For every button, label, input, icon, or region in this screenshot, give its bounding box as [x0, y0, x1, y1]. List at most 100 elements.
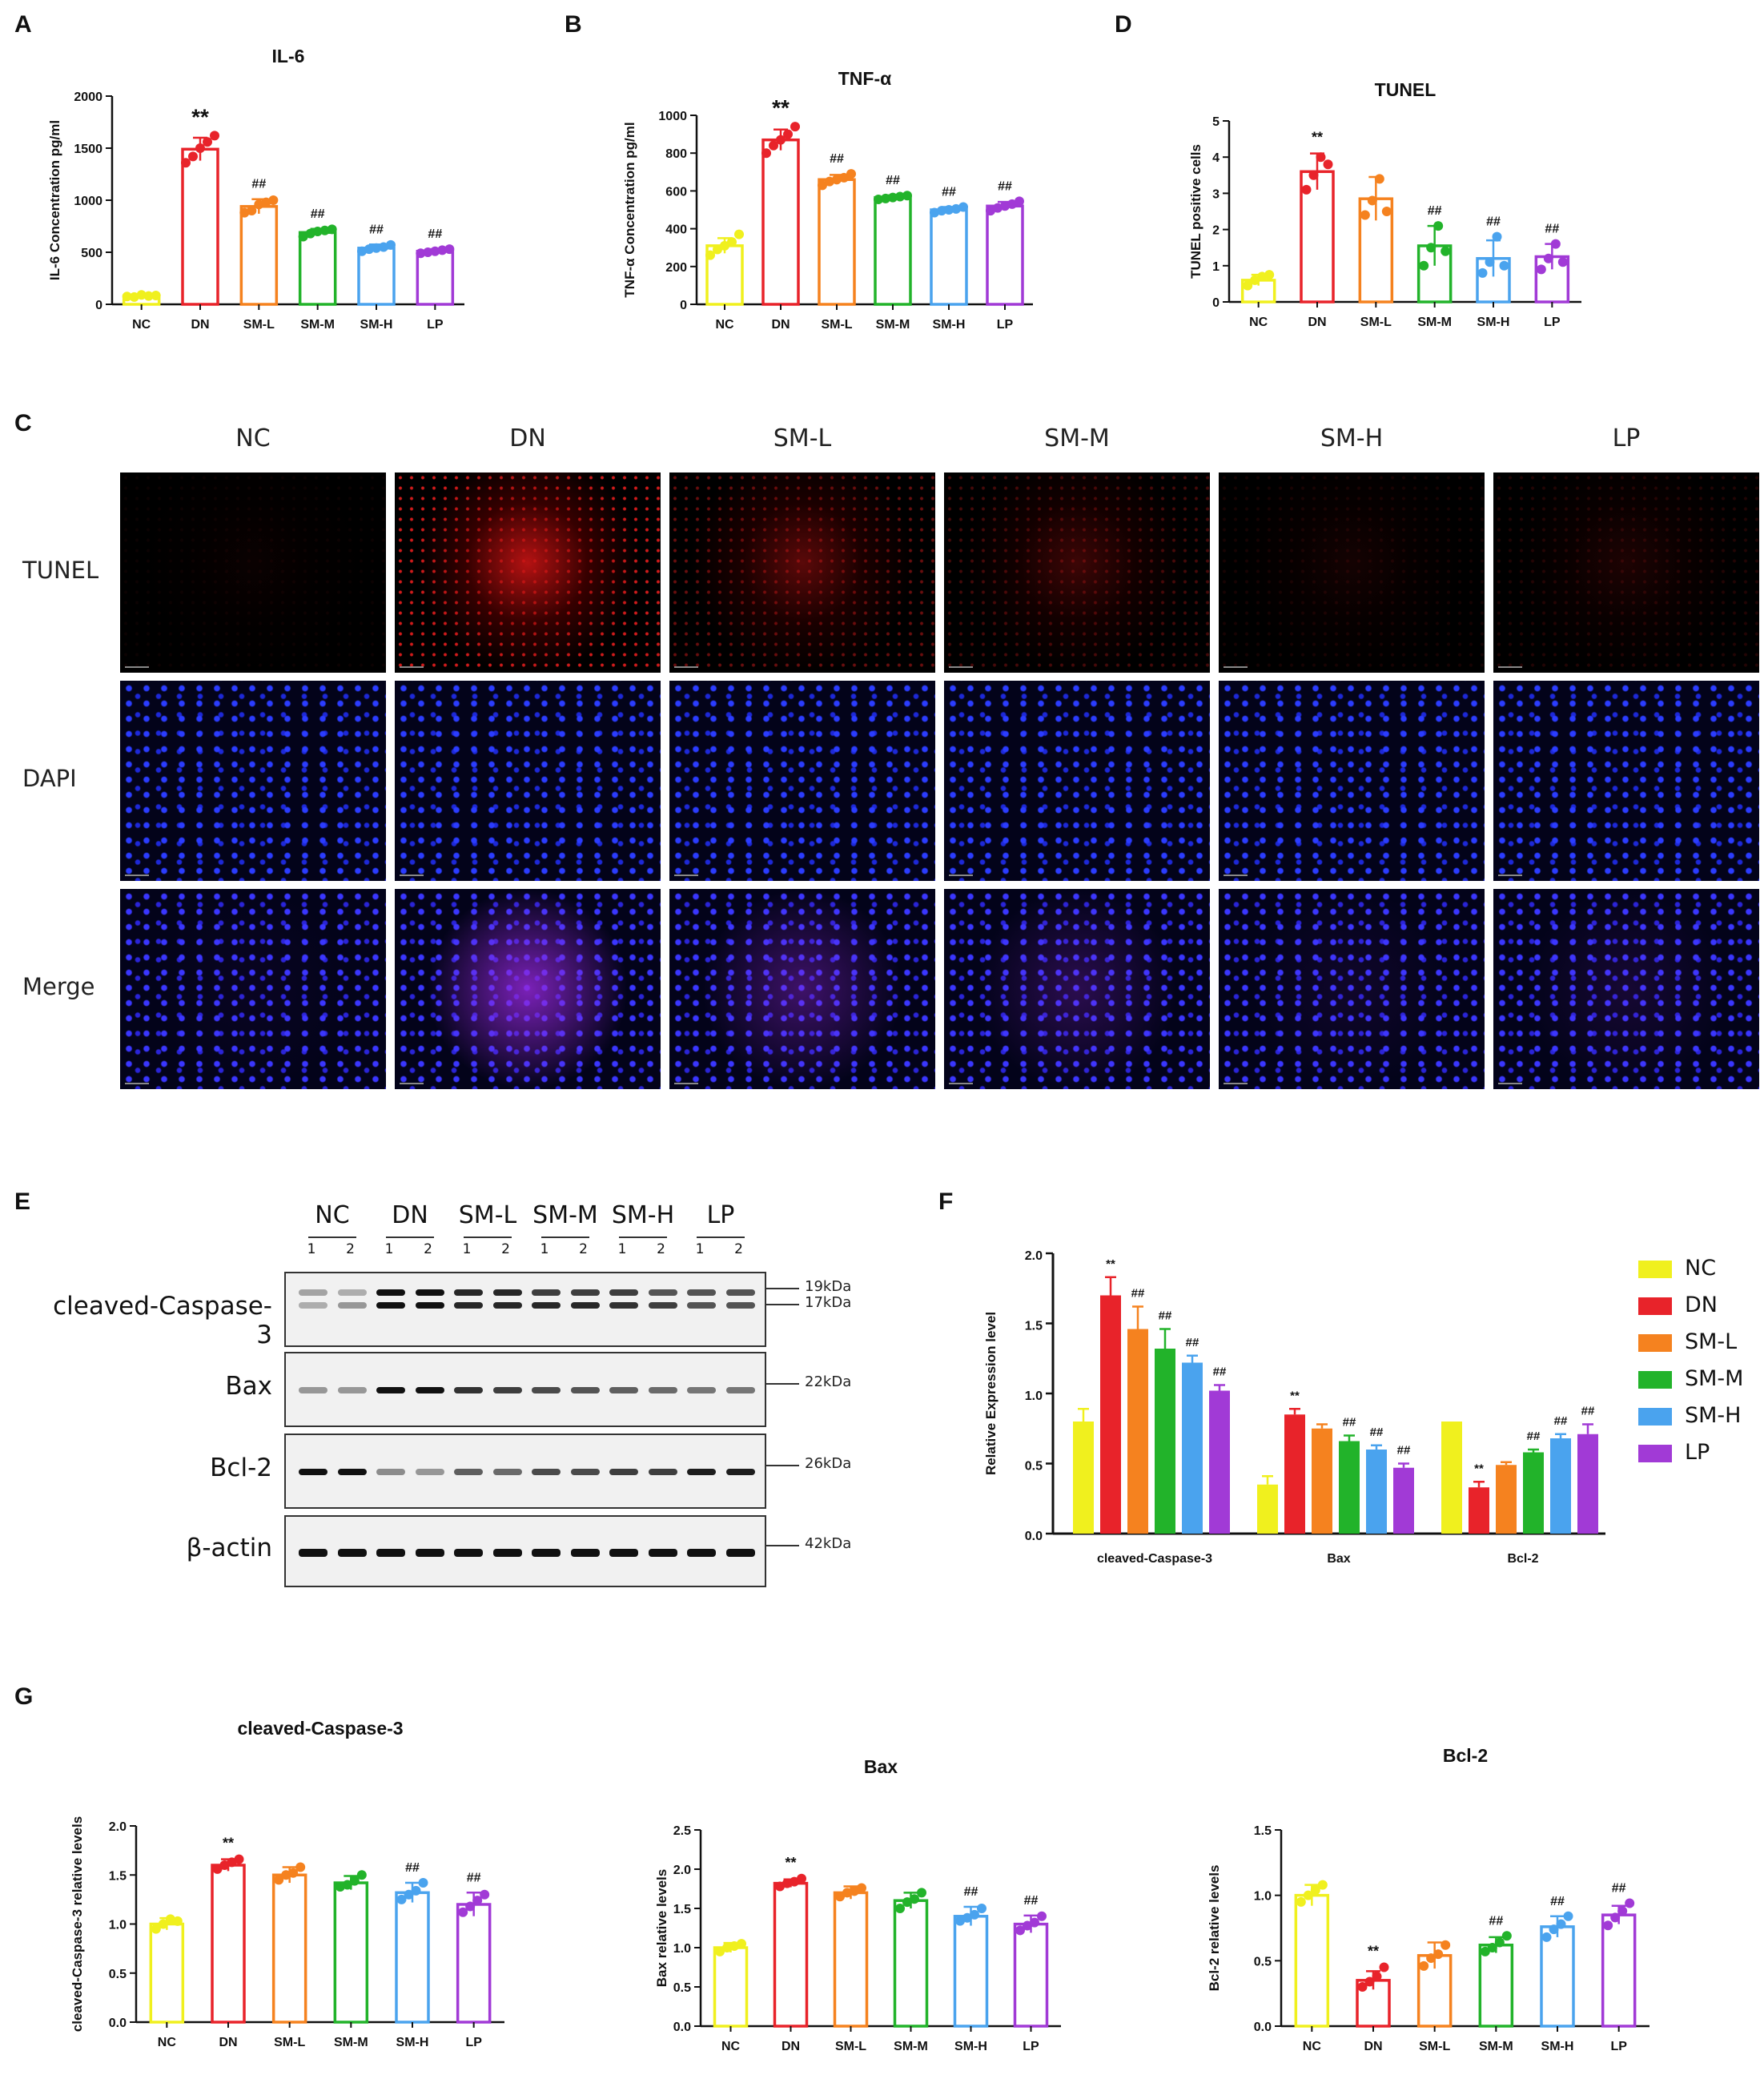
micrograph-tunel-lp	[1493, 472, 1759, 673]
x-tick-label: SM-M	[1479, 2040, 1513, 2053]
bar-sm-h	[1182, 1362, 1203, 1534]
protein-band	[337, 1289, 367, 1296]
lane-number: 1	[695, 1241, 705, 1257]
panel-letter-c: C	[14, 410, 32, 436]
data-point	[1364, 1976, 1375, 1987]
data-point	[274, 1875, 284, 1885]
lane-number: 2	[501, 1241, 510, 1257]
bar-lp	[1601, 1913, 1637, 2028]
data-point	[1317, 1880, 1328, 1890]
y-tick-label: 1000	[658, 110, 687, 123]
micrograph-dapi-dn	[395, 681, 661, 881]
x-tick-label: SM-H	[360, 318, 393, 332]
panel-letter-g: G	[14, 1683, 34, 1710]
significance-mark: ##	[311, 207, 325, 221]
row-label-dapi: DAPI	[22, 765, 77, 792]
x-tick-label: DN	[219, 2036, 237, 2049]
y-tick-label: 2.0	[109, 1820, 127, 1834]
protein-band	[492, 1469, 522, 1475]
data-point	[1549, 1924, 1559, 1935]
data-point	[790, 122, 800, 132]
protein-band	[687, 1302, 716, 1309]
data-point	[411, 1885, 421, 1896]
x-tick-label: SM-M	[894, 2040, 928, 2053]
protein-band	[454, 1549, 483, 1557]
bar-sm-l	[239, 205, 279, 306]
y-tick-label: 600	[665, 185, 687, 199]
data-point	[158, 1919, 168, 1929]
data-point	[825, 176, 834, 187]
y-tick-label: 0.0	[1025, 1530, 1043, 1543]
protein-band	[609, 1387, 638, 1393]
data-point	[729, 1941, 739, 1952]
legend-swatch-sm-l	[1638, 1334, 1672, 1352]
data-point	[1543, 253, 1553, 263]
bar-sm-h	[1366, 1450, 1387, 1534]
x-tick-label: DN	[771, 318, 790, 332]
y-tick-label: 200	[665, 261, 687, 275]
x-tick-label: SM-M	[300, 318, 335, 332]
bar-sm-h	[395, 1891, 430, 2024]
y-tick-label: 1.5	[1025, 1320, 1043, 1333]
protein-band	[492, 1387, 522, 1393]
micrograph-column-sm-l	[669, 472, 935, 1089]
significance-mark: **	[1368, 1944, 1379, 1960]
bar-lp	[986, 204, 1024, 306]
data-point	[404, 1889, 414, 1900]
data-point	[1037, 1911, 1047, 1921]
lane-number: 1	[462, 1241, 472, 1257]
stain-texture	[120, 681, 386, 881]
y-tick-label: 0.5	[1025, 1460, 1043, 1474]
y-tick-label: 1.5	[109, 1869, 127, 1883]
y-axis-label: Bax relative levels	[654, 1869, 669, 1987]
y-tick-label: 1.5	[1254, 1824, 1272, 1838]
stain-texture	[120, 889, 386, 1089]
protein-band	[532, 1302, 561, 1309]
data-point	[846, 169, 856, 179]
data-point	[874, 195, 883, 205]
blot-group-label: SM-H	[611, 1201, 675, 1229]
legend-swatch-sm-h	[1638, 1408, 1672, 1426]
protein-band	[376, 1387, 405, 1393]
legend-swatch-sm-m	[1638, 1371, 1672, 1389]
data-point	[1360, 210, 1370, 220]
stain-texture	[669, 472, 935, 673]
blot-group-label: SM-M	[532, 1201, 598, 1229]
chart-title: Bax	[864, 1756, 898, 1777]
blot-group-underline	[619, 1237, 667, 1238]
data-point	[1308, 170, 1319, 180]
data-point	[1501, 1931, 1512, 1941]
data-point	[136, 290, 147, 300]
x-tick-label: SM-L	[1419, 2040, 1450, 2053]
data-point	[364, 244, 374, 255]
lane-number: 1	[384, 1241, 394, 1257]
micrograph-dapi-lp	[1493, 681, 1759, 881]
bar-sm-h	[357, 247, 396, 306]
data-point	[1617, 1906, 1628, 1916]
y-tick-label: 3	[1212, 187, 1220, 201]
significance-mark: ##	[1370, 1426, 1384, 1439]
x-tick-label: SM-L	[274, 2036, 305, 2049]
micrograph-tunel-sm-h	[1219, 472, 1485, 673]
x-tick-label: SM-L	[821, 318, 852, 332]
y-tick-label: 2.0	[673, 1864, 691, 1877]
protein-band	[532, 1387, 561, 1393]
blot-panel-1	[284, 1272, 766, 1347]
stain-texture	[1493, 472, 1759, 673]
significance-mark: ##	[942, 185, 956, 199]
x-tick-label: NC	[1249, 316, 1268, 329]
data-point	[993, 203, 1003, 213]
data-point	[1499, 260, 1509, 271]
data-point	[818, 180, 827, 191]
x-tick-label: LP	[427, 318, 444, 332]
scale-bar	[674, 1083, 698, 1084]
data-point	[1433, 221, 1444, 231]
protein-band	[687, 1549, 716, 1557]
data-point	[1015, 196, 1024, 207]
stain-texture	[1219, 472, 1485, 673]
micrograph-merge-nc	[120, 889, 386, 1089]
data-point	[1477, 267, 1488, 278]
scale-bar	[949, 875, 973, 876]
lane-number: 2	[424, 1241, 432, 1257]
significance-mark: ##	[1550, 1895, 1565, 1908]
